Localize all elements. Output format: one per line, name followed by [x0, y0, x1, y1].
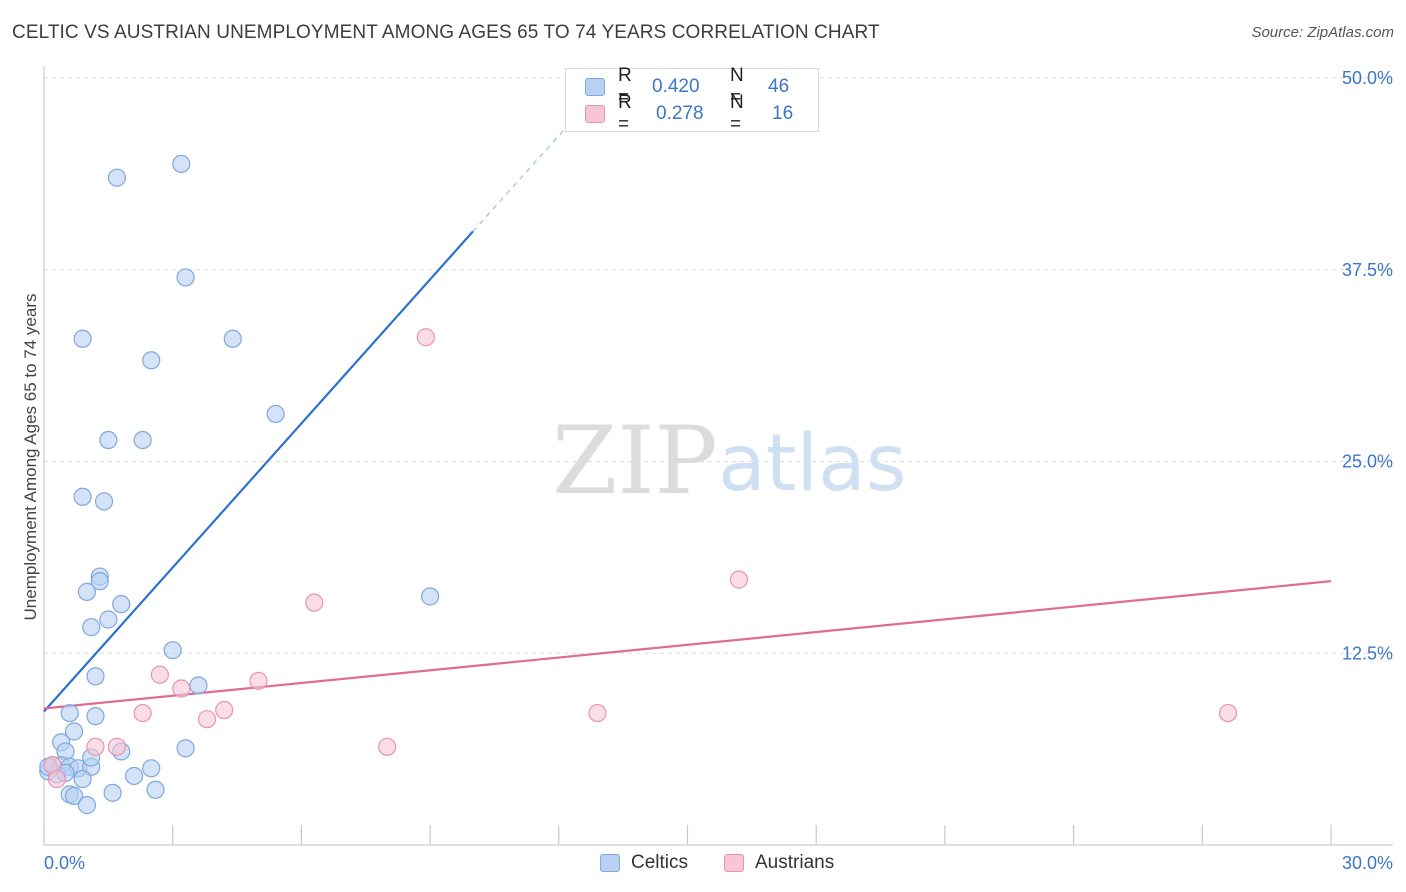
austrians-n-label: N = — [730, 92, 744, 135]
austrians-point — [107, 737, 127, 756]
celtics-point — [86, 667, 105, 686]
celtics-point — [172, 154, 191, 174]
y-axis-label: Unemployment Among Ages 65 to 74 years — [21, 294, 40, 621]
celtics-point — [64, 722, 84, 741]
celtics-r-value: 0.420 — [652, 76, 700, 97]
celtics-point — [73, 487, 92, 506]
austrians-point — [416, 328, 435, 347]
celtics-point — [266, 404, 285, 424]
austrians-legend-label: Austrians — [755, 852, 835, 873]
celtics-point — [77, 582, 97, 601]
austrians-point — [249, 671, 268, 690]
celtics-point — [189, 676, 208, 695]
y-tick-label: 37.5% — [1342, 260, 1393, 280]
y-tick-label: 50.0% — [1342, 68, 1393, 88]
austrians-point — [150, 665, 169, 684]
celtics-point — [99, 610, 118, 629]
celtics-point — [146, 780, 165, 799]
austrians-point — [378, 737, 397, 756]
austrians-point — [197, 710, 217, 729]
austrians-point — [305, 593, 324, 612]
celtics-point — [77, 796, 97, 815]
source-label: Source: ZipAtlas.com — [1251, 24, 1394, 41]
watermark-atlas: atlas — [718, 419, 907, 509]
celtics-point — [223, 329, 242, 348]
x-tick-label-min: 0.0% — [44, 853, 85, 873]
celtics-r-label: R = — [618, 65, 632, 108]
chart-title: CELTIC VS AUSTRIAN UNEMPLOYMENT AMONG AG… — [12, 22, 880, 43]
legend-item-celtics[interactable]: Celtics — [600, 852, 688, 874]
celtics-point — [163, 641, 182, 660]
correlation-legend: R = 0.420 N = 46 R = 0.278 N = 16 — [565, 65, 819, 135]
austrians-trend-line — [43, 580, 1332, 710]
austrians-point — [47, 769, 66, 789]
series-legend: Celtics Austrians — [0, 852, 1406, 876]
celtics-point — [176, 268, 195, 287]
austrians-point — [172, 679, 191, 698]
celtics-point — [421, 587, 440, 606]
celtics-point — [124, 766, 144, 786]
austrians-point — [588, 703, 607, 723]
celtics-point — [60, 703, 79, 723]
austrians-n-value: 16 — [772, 103, 794, 124]
celtics-point — [82, 618, 101, 637]
celtics-point — [142, 351, 161, 370]
celtics-point — [86, 707, 105, 726]
y-tick-label: 12.5% — [1342, 643, 1393, 663]
austrians-point — [86, 737, 105, 756]
celtics-point — [73, 329, 92, 348]
celtics-trend-extension — [472, 111, 581, 232]
celtics-point — [133, 430, 152, 450]
grid — [44, 77, 1393, 654]
celtics-legend-swatch — [600, 854, 620, 872]
austrians-r-value: 0.278 — [656, 103, 704, 124]
celtics-point — [176, 739, 195, 758]
celtics-n-label: N = — [730, 65, 744, 108]
celtics-n-value: 46 — [768, 76, 790, 97]
celtics-swatch — [585, 78, 605, 96]
watermark-zip: ZIP — [552, 407, 718, 516]
austrians-point — [729, 570, 749, 589]
austrians-r-label: R = — [618, 92, 632, 135]
celtics-legend-label: Celtics — [631, 852, 689, 873]
celtics-point — [94, 492, 114, 511]
data-points — [39, 154, 1238, 815]
legend-item-austrians[interactable]: Austrians — [724, 852, 834, 874]
celtics-point — [142, 759, 161, 778]
celtics-point — [103, 783, 122, 802]
celtics-point — [64, 786, 84, 806]
celtics-point — [112, 595, 131, 614]
celtics-point — [107, 168, 127, 187]
y-tick-label: 25.0% — [1342, 452, 1393, 472]
austrians-swatch — [585, 105, 605, 123]
austrians-point — [133, 703, 152, 723]
celtics-point — [73, 769, 92, 789]
austrians-point — [1218, 703, 1238, 723]
austrians-point — [215, 700, 234, 720]
axis-labels: 12.5% 25.0% 37.5% 50.0% 0.0% 30.0% Unemploymen… — [21, 68, 1393, 873]
celtics-point — [90, 572, 109, 591]
celtics-point — [99, 430, 118, 450]
celtics-trend-line — [43, 230, 474, 713]
axes — [43, 66, 1393, 846]
x-tick-label-max: 30.0% — [1342, 853, 1393, 873]
austrians-legend-swatch — [724, 854, 744, 872]
